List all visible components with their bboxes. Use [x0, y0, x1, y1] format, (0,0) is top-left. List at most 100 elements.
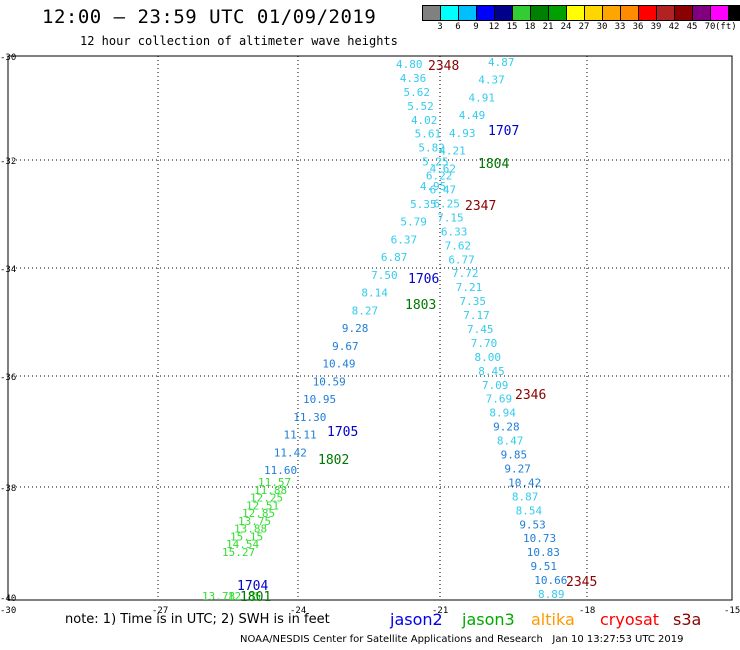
scale-label: 33 — [614, 22, 626, 32]
wave-height-value: 4.21 — [439, 145, 466, 158]
footer-timestamp: Jan 10 13:27:53 UTC 2019 — [552, 634, 684, 645]
scale-label: 45 — [686, 22, 698, 32]
legend-jason2: jason2 — [390, 610, 443, 629]
wave-height-value: 8.47 — [497, 435, 524, 448]
corner-tick-label: -30 — [0, 606, 16, 616]
scale-label: 21 — [542, 22, 554, 32]
wave-height-value: 5.79 — [400, 216, 427, 229]
scale-label: 12 — [488, 22, 500, 32]
wave-height-value: 6.33 — [441, 225, 468, 238]
wave-height-value: 4.95 — [420, 180, 447, 193]
time-label: 2347 — [465, 199, 496, 214]
wave-height-value: 15.27 — [222, 546, 255, 559]
wave-height-value: 9.27 — [504, 462, 531, 475]
wave-height-value: 8.87 — [512, 490, 539, 503]
time-label: 1704 — [237, 579, 268, 594]
wave-height-value: 8.27 — [352, 304, 379, 317]
wave-height-value: 7.70 — [471, 337, 498, 350]
scale-label: 70 — [704, 22, 716, 32]
scale-label: 30 — [596, 22, 608, 32]
time-label: 1705 — [327, 425, 358, 440]
legend-altika: altika — [531, 610, 575, 629]
wave-height-value: 10.59 — [313, 375, 346, 388]
scale-label: 39 — [650, 22, 662, 32]
wave-height-value: 6.47 — [430, 184, 457, 197]
wave-height-value: 7.72 — [452, 267, 479, 280]
wave-height-value: 11.57 — [258, 476, 291, 489]
wave-height-value: 10.73 — [523, 532, 556, 545]
lat-tick-label: -30 — [0, 53, 16, 63]
wave-height-value: 10.49 — [322, 358, 355, 371]
time-label: 1706 — [408, 272, 439, 287]
lon-tick-label: -27 — [152, 606, 168, 616]
lat-tick-label: -38 — [0, 484, 16, 494]
wave-height-value: 10.95 — [303, 393, 336, 406]
units-note: note: 1) Time is in UTC; 2) SWH is in fe… — [65, 612, 330, 627]
wave-height-value: 5.35 — [410, 198, 437, 211]
wave-height-value: 8.94 — [489, 407, 516, 420]
wave-height-value: 11.42 — [274, 446, 307, 459]
wave-height-value: 12.85 — [242, 507, 275, 520]
wave-height-value: 4.80 — [396, 58, 423, 71]
wave-height-value: 9.53 — [519, 518, 546, 531]
wave-height-value: 5.62 — [403, 86, 430, 99]
time-label: 1804 — [478, 157, 509, 172]
time-label: 2345 — [566, 575, 597, 590]
time-label: 1802 — [318, 453, 349, 468]
legend-s3a: s3a — [673, 610, 702, 629]
legend-jason3: jason3 — [462, 610, 515, 629]
wave-height-value: 6.87 — [381, 251, 408, 264]
wave-height-value: 6.25 — [433, 197, 460, 210]
wave-height-value: 8.00 — [474, 351, 501, 364]
wave-height-value: 8.89 — [538, 588, 565, 601]
scale-swatch — [728, 5, 740, 21]
wave-height-value: 8.54 — [516, 504, 543, 517]
scale-label: 6 — [455, 22, 461, 32]
wave-height-value: 10.83 — [527, 546, 560, 559]
wave-height-value: 9.28 — [493, 421, 520, 434]
wave-height-value: 11.88 — [254, 484, 287, 497]
scale-label: 24 — [560, 22, 572, 32]
page-title: 12:00 – 23:59 UTC 01/09/2019 — [42, 6, 377, 28]
wave-height-value: 5.25 — [422, 156, 449, 169]
wave-height-value: 6.37 — [391, 233, 418, 246]
scale-label: 9 — [473, 22, 479, 32]
wave-height-value: 9.28 — [342, 322, 369, 335]
wave-height-value: 15.15 — [230, 530, 263, 543]
wave-height-value: 4.49 — [459, 109, 486, 122]
lat-tick-label: -40 — [0, 594, 16, 604]
time-label: 2348 — [428, 59, 459, 74]
wave-height-value: 5.52 — [407, 100, 434, 113]
map-frame — [7, 55, 733, 601]
scale-label: 18 — [524, 22, 536, 32]
footer-credit: NOAA/NESDIS Center for Satellite Applica… — [240, 634, 683, 645]
scale-label: 36 — [632, 22, 644, 32]
scale-unit-label: (ft) — [715, 22, 737, 32]
wave-height-value: 4.93 — [449, 127, 476, 140]
time-label: 2346 — [515, 388, 546, 403]
wave-height-value: 11.30 — [293, 411, 326, 424]
wave-height-value: 4.62 — [430, 162, 457, 175]
wave-height-value: 6.22 — [426, 170, 453, 183]
wave-height-value: 12.85 — [228, 590, 261, 603]
scale-label: 15 — [506, 22, 518, 32]
page-subtitle: 12 hour collection of altimeter wave hei… — [80, 34, 398, 48]
time-label: 1801 — [240, 590, 271, 605]
lat-tick-label: -34 — [0, 265, 16, 275]
wave-height-value: 7.45 — [467, 323, 494, 336]
wave-height-value: 7.35 — [460, 295, 487, 308]
wave-height-value: 5.61 — [415, 128, 442, 141]
wave-height-value: 7.69 — [486, 393, 513, 406]
wave-height-value: 14.54 — [226, 538, 259, 551]
wave-height-value: 4.87 — [488, 56, 515, 69]
wave-height-value: 12.25 — [250, 492, 283, 505]
wave-height-value: 4.02 — [411, 114, 438, 127]
wave-height-value: 7.09 — [482, 379, 509, 392]
wave-height-value: 10.66 — [534, 574, 567, 587]
wave-height-value: 9.67 — [332, 340, 359, 353]
wave-height-value: 9.85 — [501, 449, 528, 462]
wave-height-value: 6.77 — [448, 253, 475, 266]
scale-label: 3 — [437, 22, 443, 32]
